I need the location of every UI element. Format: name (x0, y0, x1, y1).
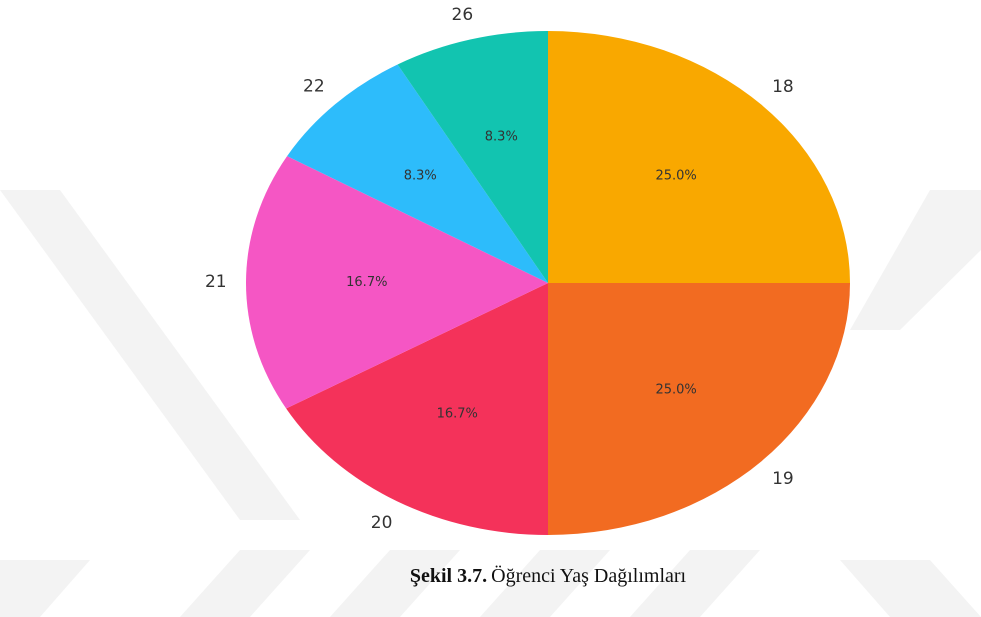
pie-slice (287, 64, 548, 283)
chart-title: Öğrenci Yaş Dağılımları (491, 564, 686, 587)
value-label: 16.7% (346, 275, 387, 290)
pie-slice (548, 283, 850, 535)
slice-label: 22 (303, 76, 325, 96)
slice-label: 20 (371, 513, 393, 533)
value-label: 8.3% (485, 129, 518, 144)
value-label: 25.0% (655, 169, 696, 184)
value-label: 25.0% (655, 382, 696, 397)
slice-label: 21 (205, 272, 227, 292)
value-label: 16.7% (437, 406, 478, 421)
value-label: 8.3% (404, 168, 437, 183)
caption: Şekil 3.7. Öğrenci Yaş Dağılımları (410, 564, 687, 587)
pie-slice (286, 283, 548, 535)
pie-slice (548, 31, 850, 283)
slice-label: 19 (772, 469, 794, 489)
caption-label: Şekil 3.7. (410, 565, 487, 587)
pie-slice (245, 156, 548, 409)
pie: 18 25.0% 19 25.0% 20 16.7% 21 16.7% 22 8.3% 26 8.3% (205, 5, 850, 535)
slice-label: 18 (772, 77, 794, 97)
watermark (0, 190, 981, 617)
pie-slice (397, 31, 548, 283)
slice-label: 26 (452, 5, 474, 25)
